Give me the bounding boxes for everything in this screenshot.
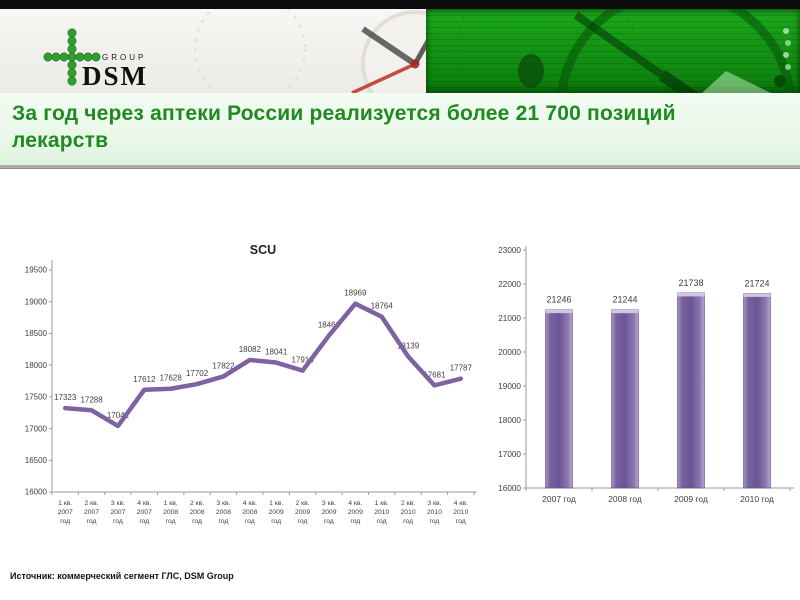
x-tick-label: 2 кв. 2008 год <box>190 500 205 525</box>
data-point-label: 18466 <box>318 321 341 330</box>
bar-value-label: 21246 <box>546 295 571 305</box>
bar-value-label: 21724 <box>744 278 769 288</box>
logo-dsm-label: DSM <box>82 61 148 91</box>
bar-2009 год <box>677 292 705 489</box>
x-tick-label: 2 кв. 2007 год <box>84 500 99 525</box>
y-tick-label: 18000 <box>25 361 48 370</box>
bar-2010 год <box>743 293 771 489</box>
y-tick-label: 20000 <box>498 348 521 357</box>
bar-top-highlight <box>611 309 639 314</box>
data-point-label: 17822 <box>212 361 235 370</box>
bar-category-label: 2007 год <box>542 494 576 504</box>
bar-2007 год <box>545 309 573 489</box>
x-tick-label: 3 кв. 2010 год <box>427 500 442 525</box>
x-tick-label: 1 кв. 2010 год <box>374 500 389 525</box>
clock-decoration-left-icon <box>193 9 426 93</box>
x-tick-label: 4 кв. 2008 год <box>242 500 257 525</box>
header-left: GROUP DSM <box>0 9 426 93</box>
bar-top-highlight <box>545 309 573 314</box>
green-cross-icon <box>43 28 101 86</box>
scu-line-chart-svg: SCU 16000 16500 17000 17500 18000 18500 19000 19… <box>25 243 477 525</box>
bar-2008 год <box>611 309 639 489</box>
x-tick-label: 3 кв. 2007 год <box>110 500 125 525</box>
bar-top-highlight <box>743 293 771 297</box>
data-point-label: 18969 <box>344 289 367 298</box>
y-tick-label: 17000 <box>25 424 48 433</box>
line-chart-title: SCU <box>250 243 276 257</box>
bar-top-highlight <box>677 292 705 297</box>
y-tick-label: 19000 <box>498 382 521 391</box>
x-tick-label: 4 кв. 2007 год <box>137 500 152 525</box>
data-point-label: 17288 <box>80 395 103 404</box>
bar-category-label: 2010 год <box>740 494 774 504</box>
y-tick-label: 22000 <box>498 280 521 289</box>
bar-category-label: 2009 год <box>674 494 708 504</box>
y-tick-label: 17500 <box>25 393 48 402</box>
x-tick-label: 1 кв. 2009 год <box>269 500 284 525</box>
data-point-label: 17612 <box>133 375 156 384</box>
bar-value-label: 21244 <box>612 295 637 305</box>
data-point-label: 17628 <box>160 374 183 383</box>
x-tick-label: 3 кв. 2008 год <box>216 500 231 525</box>
x-tick-label: 4 кв. 2009 год <box>348 500 363 525</box>
data-point-label: 17913 <box>291 356 314 365</box>
y-tick-label: 23000 <box>498 246 521 255</box>
data-point-label: 18041 <box>265 348 288 357</box>
annual-bar-chart: 16000 17000 18000 19000 20000 21000 22000 23000… <box>488 238 800 538</box>
source-note: Источник: коммерческий сегмент ГЛС, DSM … <box>10 571 234 581</box>
data-point-label: 18139 <box>397 341 420 350</box>
y-tick-label: 19000 <box>25 297 48 306</box>
data-point-label: 18082 <box>239 345 262 354</box>
y-tick-label: 18000 <box>498 416 521 425</box>
top-black-bar <box>0 0 800 9</box>
y-tick-label: 16000 <box>498 484 521 493</box>
y-tick-label: 19500 <box>25 266 48 275</box>
y-tick-label: 17000 <box>498 450 521 459</box>
x-tick-label: 1 кв. 2007 год <box>58 500 73 525</box>
y-tick-label: 16500 <box>25 456 48 465</box>
data-point-label: 18764 <box>371 302 394 311</box>
y-tick-label: 18500 <box>25 329 48 338</box>
x-tick-label: 2 кв. 2010 год <box>401 500 416 525</box>
scu-series-line <box>62 301 464 429</box>
logo-group-label: GROUP <box>102 53 146 62</box>
x-tick-label: 4 кв. 2010 год <box>453 500 468 525</box>
x-tick-label: 2 кв. 2009 год <box>295 500 310 525</box>
y-tick-label: 16000 <box>25 488 48 497</box>
data-point-label: 17702 <box>186 369 209 378</box>
bar-category-label: 2008 год <box>608 494 642 504</box>
dsm-group-logo: GROUP DSM <box>43 28 148 91</box>
scu-line-chart: SCU 16000 16500 17000 17500 18000 18500 19000 19… <box>22 234 480 548</box>
header-right <box>426 9 800 93</box>
title-band: За год через аптеки России реализуется б… <box>0 93 800 168</box>
y-tick-label: 21000 <box>498 314 521 323</box>
data-point-label: 17681 <box>423 370 446 379</box>
clock-decoration-green-icon <box>455 9 795 93</box>
data-point-label: 17041 <box>107 411 130 420</box>
bar-value-label: 21738 <box>678 278 703 288</box>
x-tick-label: 3 кв. 2009 год <box>321 500 336 525</box>
data-point-label: 17323 <box>54 393 77 402</box>
slide-title: За год через аптеки России реализуется б… <box>12 102 676 152</box>
data-point-label: 17787 <box>450 364 473 373</box>
x-tick-label: 1 кв. 2008 год <box>163 500 178 525</box>
annual-bar-chart-svg: 16000 17000 18000 19000 20000 21000 22000 23000… <box>498 246 794 504</box>
